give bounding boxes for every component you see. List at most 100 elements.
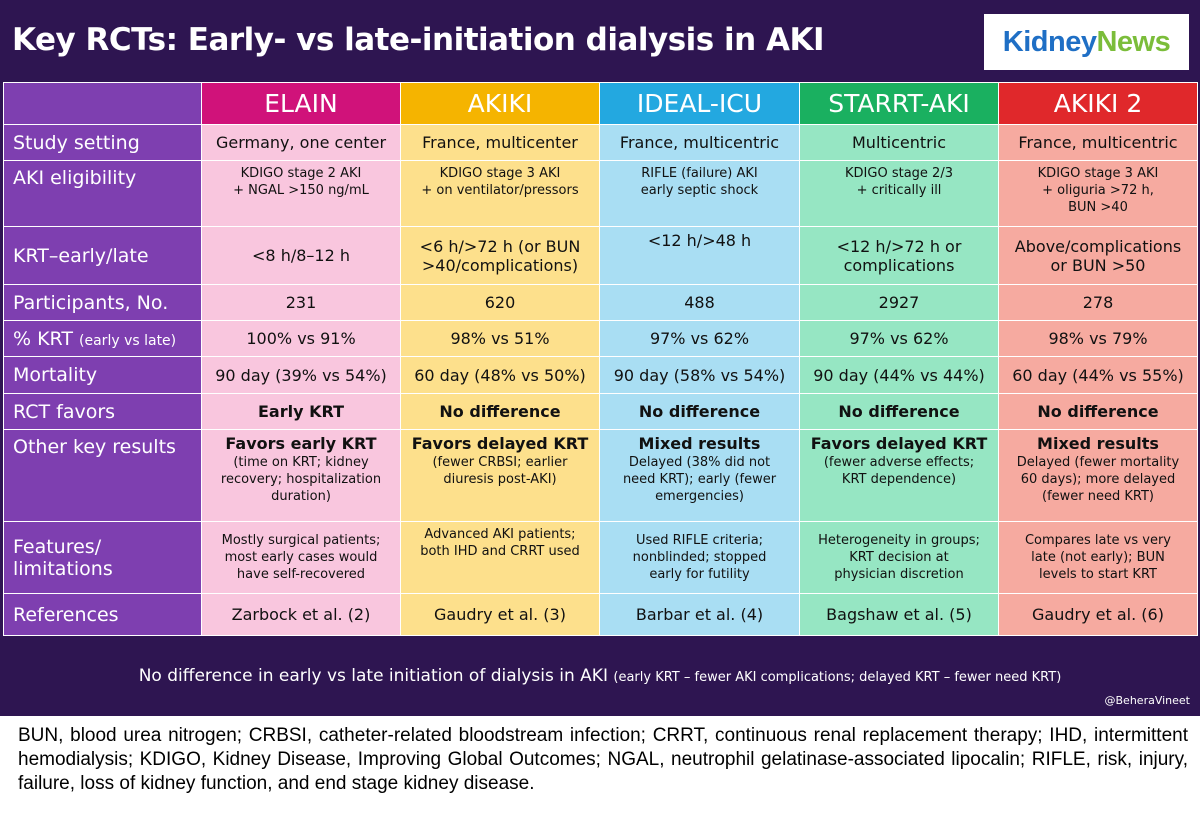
table-row-mortality: Mortality 90 day (39% vs 54%) 60 day (48…: [3, 356, 1198, 394]
cell-line: (time on KRT; kidney: [233, 455, 369, 470]
table-row-participants: Participants, No. 231 620 488 2927 278: [3, 284, 1198, 321]
cell-setting: France, multicentric: [599, 124, 800, 161]
study-header-akiki: AKIKI: [400, 82, 600, 125]
cell-line: recovery; hospitalization: [220, 472, 382, 487]
cell-line: complications: [843, 255, 955, 275]
cell-heading: Mixed results: [1037, 434, 1159, 453]
cell-reference: Gaudry et al. (3): [400, 593, 600, 636]
cell-line: >40/complications): [421, 255, 579, 275]
infographic-panel: Key RCTs: Early- vs late-initiation dial…: [0, 0, 1200, 716]
cell-line: diuresis post-AKI): [443, 472, 557, 487]
cell-eligibility: KDIGO stage 2/3 + critically ill: [799, 160, 999, 227]
cell-heading: Favors delayed KRT: [810, 434, 988, 453]
cell-line: duration): [271, 489, 331, 504]
cell-favors: No difference: [998, 393, 1198, 430]
table-row-pct-krt: % KRT (early vs late) 100% vs 91% 98% vs…: [3, 320, 1198, 357]
cell-krt: <12 h/>72 h or complications: [799, 226, 999, 285]
row-label-favors: RCT favors: [3, 393, 202, 430]
cell-krt: <6 h/>72 h (or BUN >40/complications): [400, 226, 600, 285]
cell-pct-krt: 100% vs 91%: [201, 320, 401, 357]
cell-line: need KRT); early (fewer: [622, 472, 777, 487]
cell-favors: No difference: [799, 393, 999, 430]
summary-parenthetical: (early KRT – fewer AKI complications; de…: [613, 670, 1062, 685]
table-row-favors: RCT favors Early KRT No difference No di…: [3, 393, 1198, 430]
cell-line: (fewer adverse effects;: [823, 455, 975, 470]
cell-line: + NGAL >150 ng/mL: [233, 183, 369, 198]
cell-features: Advanced AKI patients; both IHD and CRRT…: [400, 521, 600, 594]
kidneynews-logo: Kidney News: [984, 14, 1189, 70]
cell-line: + oliguria >72 h,: [1042, 183, 1154, 198]
cell-line: Delayed (38% did not: [628, 455, 771, 470]
row-label-other-results: Other key results: [3, 429, 202, 522]
cell-reference: Zarbock et al. (2): [201, 593, 401, 636]
cell-line: + on ventilator/pressors: [421, 183, 579, 198]
cell-eligibility: KDIGO stage 3 AKI + oliguria >72 h, BUN …: [998, 160, 1198, 227]
row-label-line: limitations: [13, 557, 113, 580]
cell-mortality: 60 day (48% vs 50%): [400, 356, 600, 394]
cell-participants: 2927: [799, 284, 999, 321]
cell-other-results: Favors delayed KRT (fewer CRBSI; earlier…: [400, 429, 600, 522]
cell-line: <6 h/>72 h (or BUN: [419, 236, 581, 256]
row-label-pct-krt: % KRT (early vs late): [3, 320, 202, 357]
cell-line: Above/complications: [1014, 236, 1182, 256]
row-label-features: Features/ limitations: [3, 521, 202, 594]
cell-line: (fewer CRBSI; earlier: [432, 455, 568, 470]
cell-line: Compares late vs very: [1024, 533, 1171, 548]
study-header-row: ELAIN AKIKI IDEAL-ICU STARRT-AKI AKIKI 2: [3, 82, 1198, 125]
cell-line: 60 days); more delayed: [1020, 472, 1176, 487]
row-label-mortality: Mortality: [3, 356, 202, 394]
cell-line: Used RIFLE criteria;: [635, 533, 764, 548]
cell-line: have self-recovered: [236, 567, 366, 582]
cell-line: KDIGO stage 3 AKI: [439, 166, 561, 181]
cell-setting: Germany, one center: [201, 124, 401, 161]
cell-line: (fewer need KRT): [1042, 489, 1154, 504]
cell-pct-krt: 98% vs 79%: [998, 320, 1198, 357]
study-header-akiki-2: AKIKI 2: [998, 82, 1198, 125]
cell-line: KRT dependence): [841, 472, 957, 487]
cell-features: Mostly surgical patients; most early cas…: [201, 521, 401, 594]
cell-line: or BUN >50: [1050, 255, 1146, 275]
page-title: Key RCTs: Early- vs late-initiation dial…: [12, 22, 825, 58]
cell-pct-krt: 97% vs 62%: [799, 320, 999, 357]
cell-line: KRT decision at: [849, 550, 949, 565]
logo-text-news: News: [1096, 25, 1171, 58]
cell-reference: Gaudry et al. (6): [998, 593, 1198, 636]
cell-line: Advanced AKI patients;: [424, 527, 576, 542]
study-header-ideal-icu: IDEAL-ICU: [599, 82, 800, 125]
cell-mortality: 90 day (39% vs 54%): [201, 356, 401, 394]
cell-krt: <8 h/8–12 h: [201, 226, 401, 285]
cell-eligibility: RIFLE (failure) AKI early septic shock: [599, 160, 800, 227]
cell-other-results: Favors delayed KRT (fewer adverse effect…: [799, 429, 999, 522]
cell-setting: Multicentric: [799, 124, 999, 161]
cell-line: KDIGO stage 2/3: [845, 166, 953, 181]
table-row-other-results: Other key results Favors early KRT (time…: [3, 429, 1198, 522]
cell-line: physician discretion: [834, 567, 964, 582]
cell-line: both IHD and CRRT used: [420, 544, 580, 559]
cell-eligibility: KDIGO stage 2 AKI + NGAL >150 ng/mL: [201, 160, 401, 227]
row-label-setting: Study setting: [3, 124, 202, 161]
cell-setting: France, multicentric: [998, 124, 1198, 161]
table-row-krt: KRT–early/late <8 h/8–12 h <6 h/>72 h (o…: [3, 226, 1198, 285]
cell-other-results: Favors early KRT (time on KRT; kidney re…: [201, 429, 401, 522]
cell-heading: Favors delayed KRT: [411, 434, 589, 453]
cell-reference: Bagshaw et al. (5): [799, 593, 999, 636]
table-row-features: Features/ limitations Mostly surgical pa…: [3, 521, 1198, 594]
cell-line: most early cases would: [224, 550, 378, 565]
cell-favors: Early KRT: [201, 393, 401, 430]
cell-participants: 278: [998, 284, 1198, 321]
cell-features: Compares late vs very late (not early); …: [998, 521, 1198, 594]
cell-krt: Above/complications or BUN >50: [998, 226, 1198, 285]
row-label-references: References: [3, 593, 202, 636]
table-corner: [3, 82, 202, 125]
cell-reference: Barbar et al. (4): [599, 593, 800, 636]
study-header-elain: ELAIN: [201, 82, 401, 125]
cell-participants: 620: [400, 284, 600, 321]
cell-line: Heterogeneity in groups;: [818, 533, 980, 548]
cell-line: late (not early); BUN: [1031, 550, 1165, 565]
cell-line: + critically ill: [856, 183, 942, 198]
cell-line: <12 h/>48 h: [647, 231, 752, 250]
row-label-krt: KRT–early/late: [3, 226, 202, 285]
cell-pct-krt: 97% vs 62%: [599, 320, 800, 357]
cell-line: early for futility: [649, 567, 750, 582]
cell-setting: France, multicenter: [400, 124, 600, 161]
